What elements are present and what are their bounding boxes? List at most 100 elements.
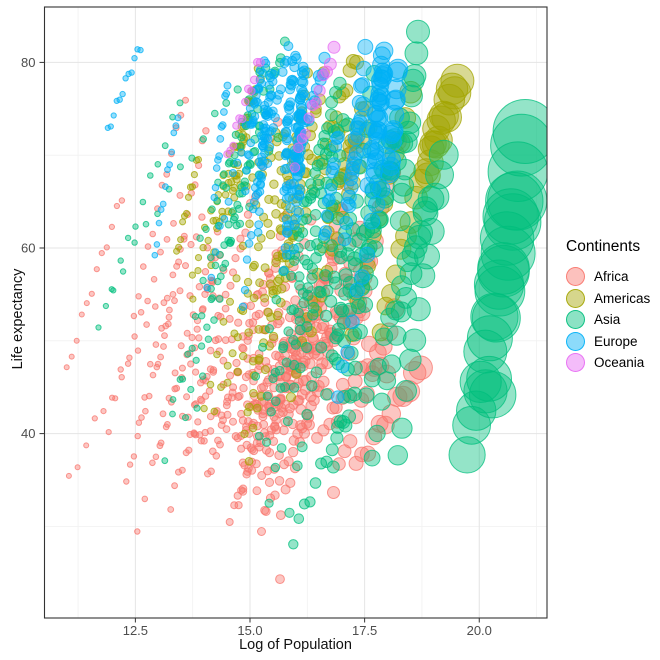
data-point (245, 219, 254, 229)
data-point (264, 324, 274, 334)
data-point (206, 346, 215, 355)
data-point (313, 285, 326, 298)
legend-label: Asia (594, 312, 621, 328)
data-point (170, 129, 178, 137)
data-point (284, 507, 295, 518)
data-point (307, 309, 319, 321)
data-point (238, 484, 248, 493)
data-point (218, 207, 227, 216)
data-point (100, 408, 107, 415)
data-point (237, 444, 246, 453)
data-point (304, 239, 316, 252)
data-point (190, 171, 198, 179)
data-point (374, 64, 394, 83)
data-point (466, 315, 513, 362)
data-point (258, 412, 268, 422)
data-point (391, 275, 413, 297)
data-point (428, 139, 459, 170)
data-point (330, 431, 344, 445)
data-point (142, 407, 149, 415)
data-point (95, 324, 102, 331)
data-point (188, 183, 196, 191)
data-point (366, 240, 384, 258)
data-point (261, 445, 272, 455)
data-point (392, 175, 415, 197)
data-point (206, 380, 215, 389)
data-point (470, 292, 519, 341)
data-point (228, 349, 237, 358)
data-point (324, 183, 338, 196)
data-point (338, 286, 353, 301)
data-point (234, 392, 243, 401)
data-point (285, 97, 296, 108)
y-tick-label: 80 (21, 55, 35, 70)
data-point (224, 220, 233, 229)
data-point (331, 322, 346, 336)
data-point (274, 274, 285, 284)
data-point (391, 417, 413, 439)
data-point (228, 186, 237, 195)
data-point (347, 257, 363, 273)
data-point (315, 341, 328, 354)
data-points (63, 19, 547, 584)
data-point (224, 236, 233, 245)
data-point (211, 336, 220, 345)
data-point (333, 76, 347, 91)
data-point (221, 190, 230, 199)
data-point (198, 312, 206, 320)
data-point (226, 297, 234, 306)
x-axis-ticks: 12.5 15.0 17.5 20.0 (123, 618, 492, 638)
data-point (320, 388, 333, 401)
data-point (131, 333, 138, 340)
data-point (91, 415, 98, 422)
data-point (390, 238, 412, 260)
data-point (126, 461, 134, 468)
data-point (363, 449, 381, 467)
data-point (228, 169, 237, 177)
data-point (261, 506, 271, 516)
data-point (221, 290, 230, 299)
data-point (212, 452, 221, 460)
data-point (113, 202, 121, 210)
data-point (391, 182, 413, 204)
data-point (78, 311, 85, 318)
data-point (222, 89, 231, 98)
data-point (229, 268, 237, 277)
data-point (282, 227, 293, 238)
data-point (211, 248, 220, 256)
data-point (220, 170, 228, 179)
series-asia (95, 19, 547, 550)
data-point (477, 242, 530, 295)
data-point (137, 46, 144, 54)
data-point (270, 112, 280, 123)
data-point (73, 337, 80, 344)
gridlines-major (44, 7, 547, 618)
data-point (320, 209, 334, 222)
data-point (324, 57, 337, 71)
data-point (295, 420, 306, 431)
data-point (274, 90, 284, 100)
data-point (374, 327, 394, 346)
data-point (249, 388, 258, 398)
data-point (137, 309, 145, 316)
data-point (314, 244, 326, 257)
data-point (332, 457, 346, 471)
data-point (448, 436, 486, 474)
data-point (291, 226, 303, 237)
data-point (283, 326, 294, 337)
data-point (107, 123, 114, 130)
data-point (199, 305, 207, 313)
data-point (223, 378, 232, 387)
data-point (273, 318, 283, 329)
data-point (338, 418, 353, 433)
data-point (272, 310, 283, 321)
data-point (191, 312, 199, 321)
data-point (283, 41, 294, 52)
data-point (294, 362, 306, 374)
data-point (262, 437, 272, 447)
data-point (128, 69, 135, 76)
data-point (326, 460, 340, 474)
data-point (243, 408, 252, 417)
data-point (223, 397, 232, 406)
data-point (182, 414, 189, 422)
